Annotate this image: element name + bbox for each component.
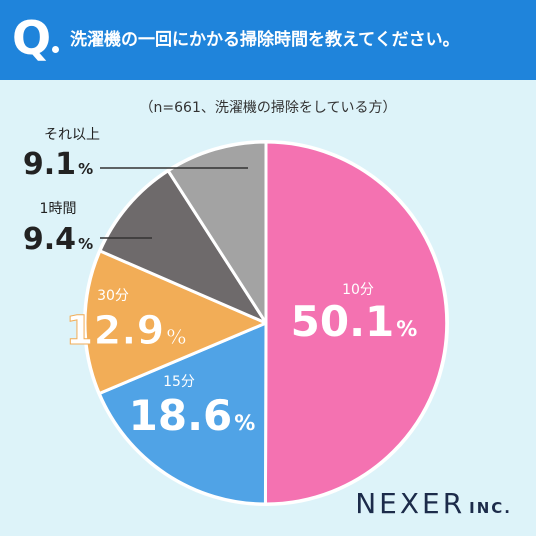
- pie-slice: [97, 321, 268, 506]
- question-text: 洗濯機の一回にかかる掃除時間を教えてください。: [70, 30, 460, 50]
- slice-value: 9.1%: [23, 147, 93, 182]
- brand-name: NEXER: [355, 487, 466, 520]
- slice-label: 15分: [163, 374, 195, 390]
- q-mark: Q: [12, 11, 52, 65]
- pie-slice: [98, 169, 268, 325]
- slice-label: 10分: [342, 282, 374, 298]
- pie-slice: [166, 140, 268, 325]
- q-dot-decoration: [52, 46, 59, 53]
- pie-slice: [83, 249, 268, 396]
- brand-logo: NEXER INC.: [355, 487, 512, 520]
- brand-suffix: INC.: [469, 499, 512, 517]
- slice-label: 1時間: [40, 201, 77, 217]
- slice-value: 18.6%: [129, 391, 256, 440]
- slice-value: 50.1%: [291, 297, 418, 346]
- slice-value: 12.9%: [66, 308, 187, 354]
- slice-label: 30分: [97, 288, 129, 304]
- slice-label: それ以上: [44, 127, 100, 143]
- pie-slice: [263, 140, 449, 506]
- header-bar: Q 洗濯機の一回にかかる掃除時間を教えてください。: [0, 0, 536, 80]
- slice-value: 9.4%: [23, 222, 93, 257]
- chart-subtitle: （n=661、洗濯機の掃除をしている方）: [139, 100, 397, 116]
